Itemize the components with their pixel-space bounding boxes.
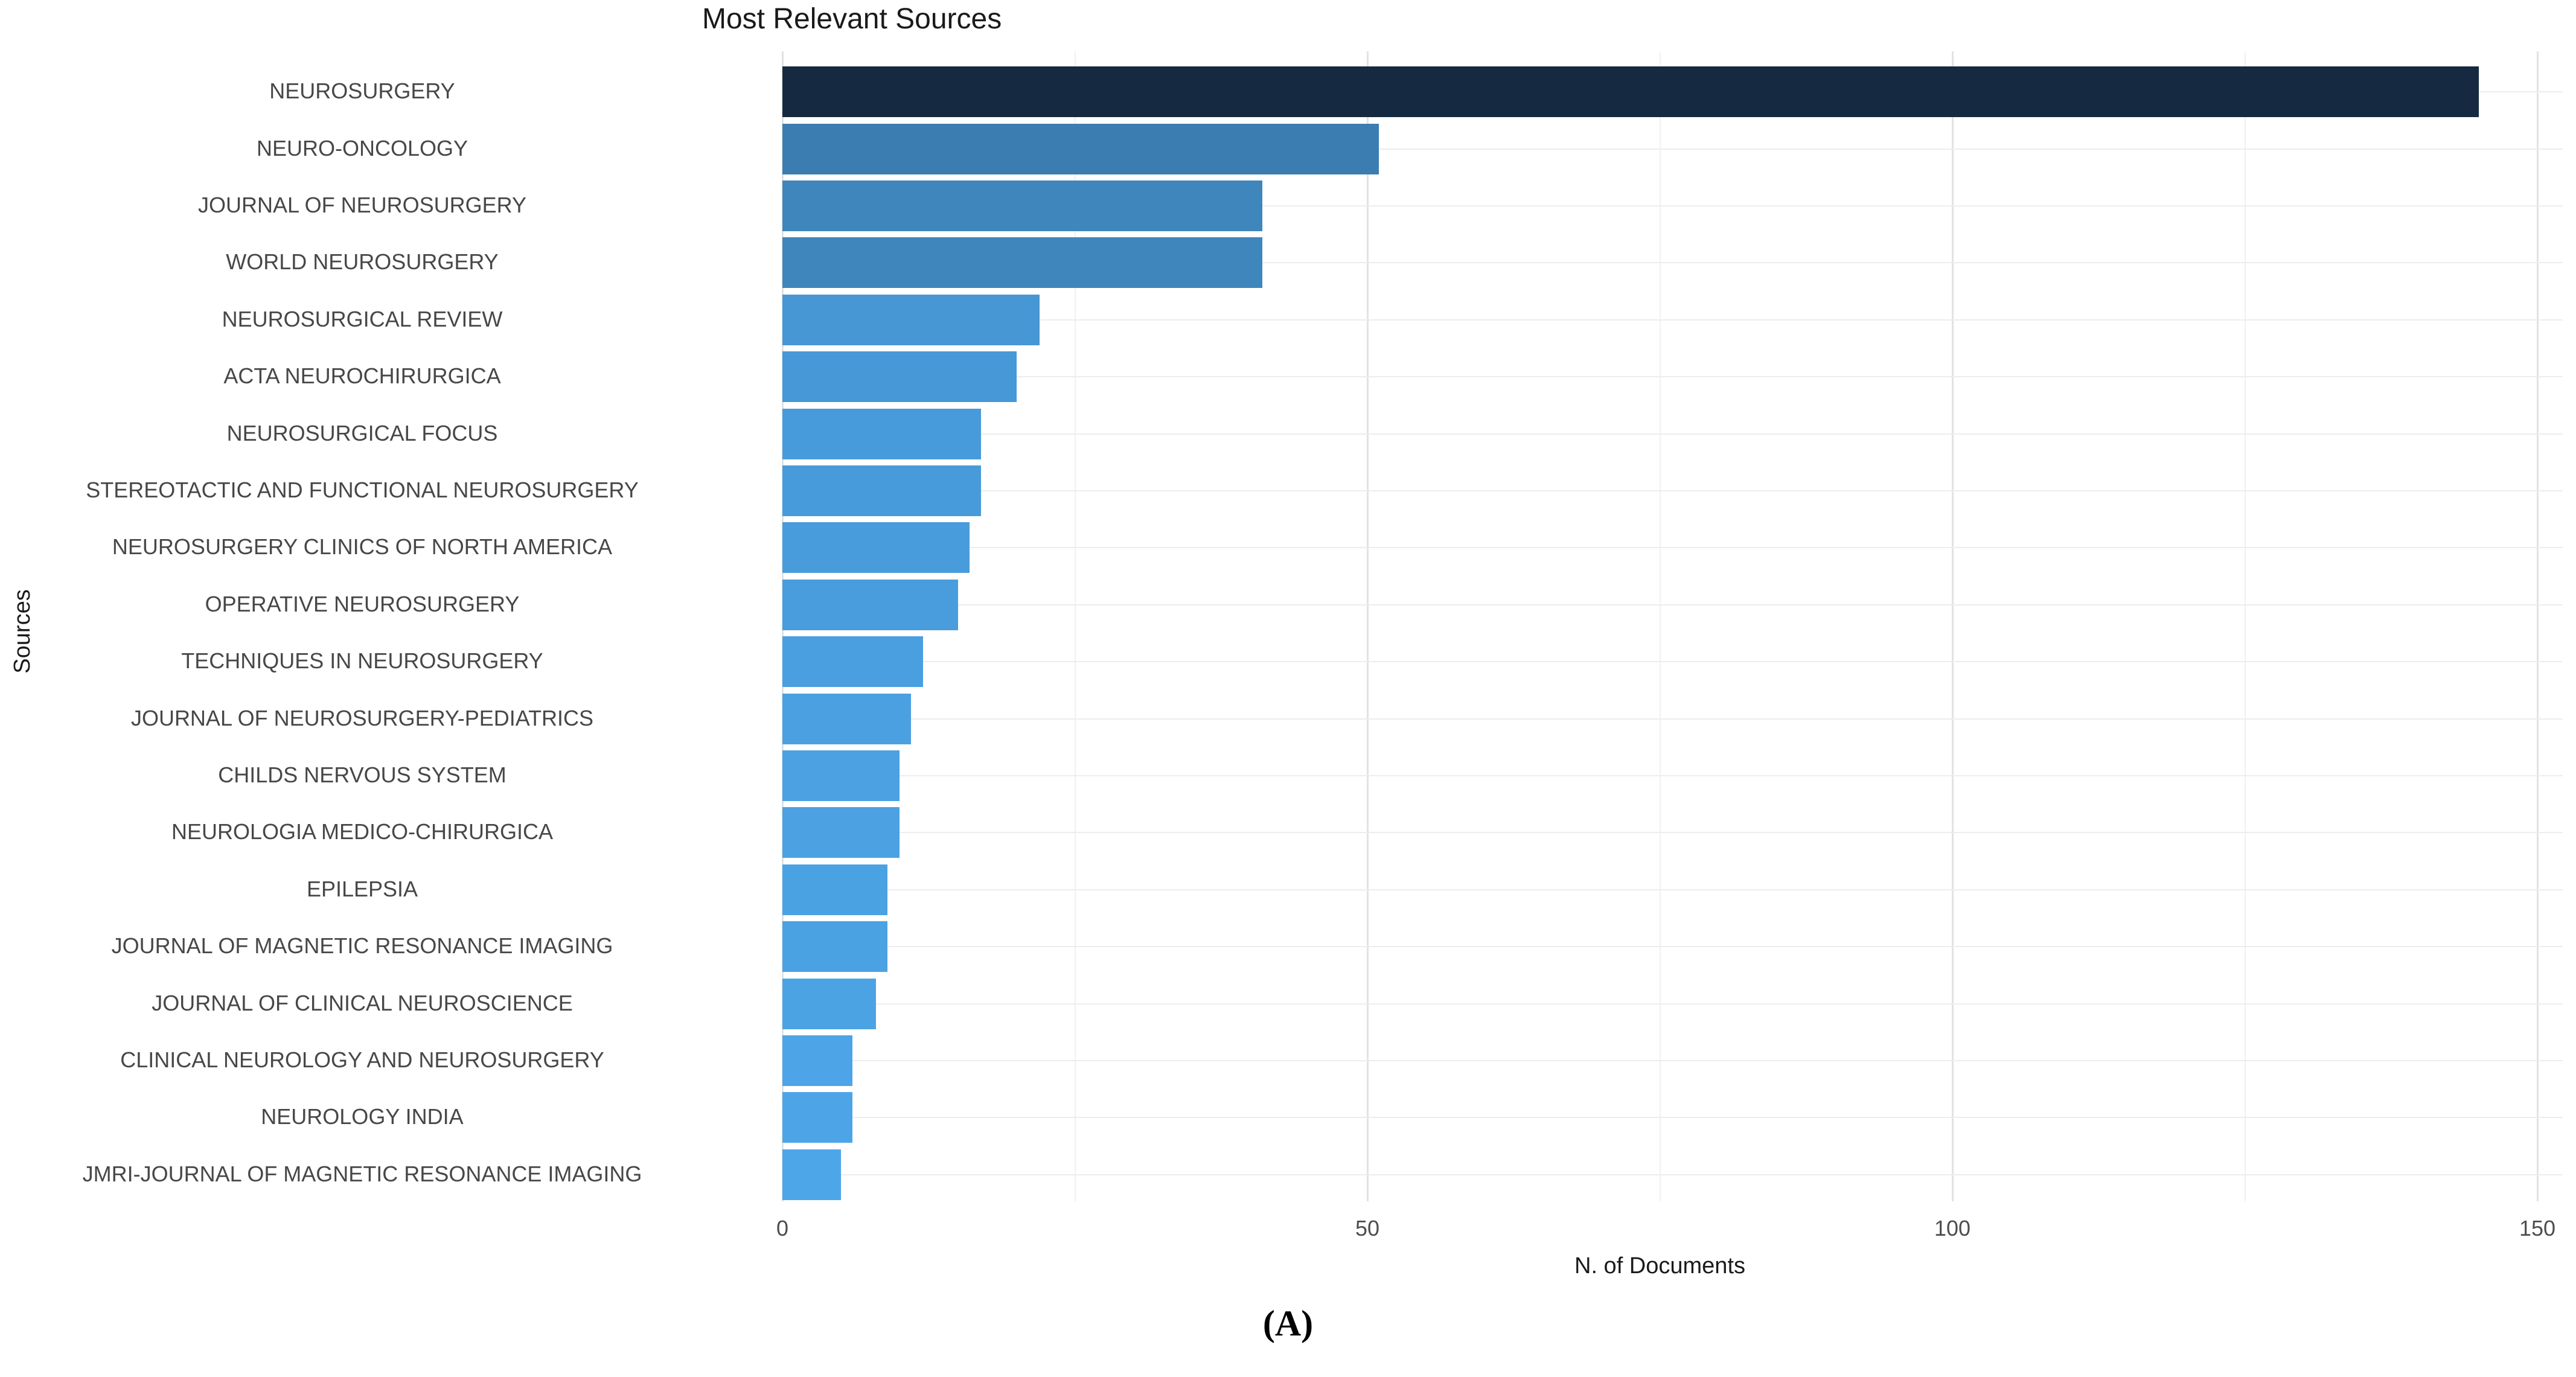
bar-20 [782,1149,841,1200]
gridline-vertical-major [1367,51,1369,1201]
category-label: JMRI-JOURNAL OF MAGNETIC RESONANCE IMAGI… [82,1161,642,1186]
category-label: EPILEPSIA [306,876,418,901]
category-label: STEREOTACTIC AND FUNCTIONAL NEUROSURGERY [86,478,639,502]
category-label: NEURO-ONCOLOGY [256,135,468,161]
bar-5 [782,294,1040,345]
gridline-vertical-minor [2244,51,2246,1201]
bar-3 [782,181,1262,231]
gridline-horizontal [782,433,2563,435]
gridline-horizontal [782,946,2563,948]
bar-6 [782,351,1017,403]
x-tick-label: 150 [2519,1216,2556,1241]
category-label: NEUROSURGICAL FOCUS [226,420,498,446]
bar-13 [782,750,900,801]
category-label: NEUROSURGERY CLINICS OF NORTH AMERICA [112,534,613,560]
bar-15 [782,864,887,915]
category-label: TECHNIQUES IN NEUROSURGERY [181,648,543,674]
bar-14 [782,807,900,858]
bar-19 [782,1092,852,1143]
bar-2 [782,123,1379,174]
bar-1 [782,66,2479,118]
bar-18 [782,1035,852,1086]
category-label: JOURNAL OF NEUROSURGERY [197,193,527,217]
gridline-horizontal [782,490,2563,491]
category-label: NEUROLOGIA MEDICO-CHIRURGICA [171,819,554,845]
category-label: OPERATIVE NEUROSURGERY [205,591,520,616]
bar-4 [782,237,1262,289]
x-axis-title: N. of Documents [1574,1253,1745,1279]
x-tick-label: 100 [1934,1216,1971,1241]
panel-caption: (A) [1262,1303,1314,1343]
gridline-horizontal [782,1174,2563,1175]
gridline-horizontal [782,319,2563,321]
gridline-vertical-major [2537,51,2539,1201]
category-label: CLINICAL NEUROLOGY AND NEUROSURGERY [120,1047,604,1072]
gridline-horizontal [782,1117,2563,1119]
gridline-horizontal [782,205,2563,206]
gridline-horizontal [782,376,2563,378]
gridline-horizontal [782,604,2563,605]
category-label: NEUROSURGERY [269,78,455,104]
bar-11 [782,636,923,688]
x-tick-label: 50 [1355,1216,1380,1241]
gridline-horizontal [782,718,2563,720]
gridline-vertical-minor [1659,51,1661,1201]
bar-16 [782,921,887,973]
gridline-vertical-minor [1074,51,1076,1201]
x-tick-label: 0 [776,1216,789,1241]
category-label: JOURNAL OF CLINICAL NEUROSCIENCE [152,990,573,1015]
gridline-horizontal [782,148,2563,150]
bar-8 [782,465,981,516]
category-label: JOURNAL OF NEUROSURGERY-PEDIATRICS [130,705,594,730]
category-label: NEUROSURGICAL REVIEW [222,306,503,331]
gridline-horizontal [782,1060,2563,1061]
bar-7 [782,408,981,459]
chart-title: Most Relevant Sources [702,3,1002,35]
gridline-horizontal [782,262,2563,264]
category-label: CHILDS NERVOUS SYSTEM [218,762,507,787]
bar-17 [782,978,876,1029]
category-label: NEUROLOGY INDIA [261,1104,464,1129]
gridline-horizontal [782,1003,2563,1005]
gridline-horizontal [782,547,2563,549]
category-label: WORLD NEUROSURGERY [226,249,499,275]
gridline-horizontal [782,661,2563,663]
bar-9 [782,522,970,573]
gridline-horizontal [782,775,2563,776]
gridline-vertical-major [1952,51,1954,1201]
category-label: ACTA NEUROCHIRURGICA [223,363,501,389]
bar-12 [782,693,911,744]
category-label: JOURNAL OF MAGNETIC RESONANCE IMAGING [111,933,613,959]
bar-10 [782,579,958,630]
gridline-horizontal [782,889,2563,890]
gridline-horizontal [782,832,2563,834]
